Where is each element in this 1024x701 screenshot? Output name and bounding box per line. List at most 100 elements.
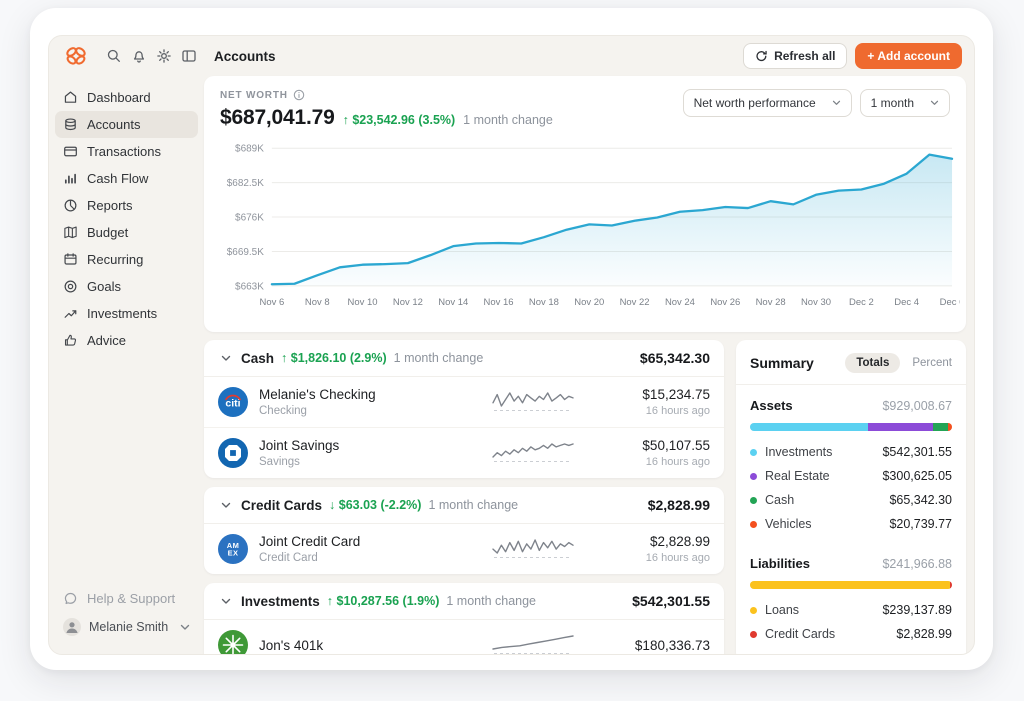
sidebar-item-label: Reports — [87, 198, 133, 213]
section-total: $2,828.99 — [648, 497, 710, 513]
account-row-melanies-checking[interactable]: citi Melanie's Checking Checking $15,234… — [204, 377, 724, 427]
section-change-note: 1 month change — [394, 351, 484, 365]
svg-text:$676K: $676K — [235, 213, 264, 224]
sidebar-item-cash-flow[interactable]: Cash Flow — [55, 165, 198, 192]
performance-dropdown[interactable]: Net worth performance — [683, 89, 852, 117]
net-worth-change: ↑ $23,542.96 (3.5%) — [343, 113, 456, 127]
account-balance: $2,828.99 — [610, 534, 710, 549]
notifications-bell-icon[interactable] — [126, 44, 151, 69]
sidebar-item-advice[interactable]: Advice — [55, 327, 198, 354]
legend-amount: $300,625.05 — [882, 469, 952, 483]
add-account-button[interactable]: + Add account — [855, 43, 962, 69]
assets-allocation-bar — [750, 423, 952, 431]
help-support-link[interactable]: Help & Support — [55, 585, 198, 612]
help-support-label: Help & Support — [87, 591, 175, 606]
sidebar-item-transactions[interactable]: Transactions — [55, 138, 198, 165]
svg-text:Nov 24: Nov 24 — [665, 297, 695, 308]
settings-gear-icon[interactable] — [151, 44, 176, 69]
sidebar-item-label: Budget — [87, 225, 128, 240]
sidebar-panel-icon[interactable] — [176, 44, 201, 69]
main-content: NET WORTH $687,041.79 ↑ $23,542.96 (3.5%… — [204, 76, 974, 654]
monarch-butterfly-logo[interactable] — [63, 45, 89, 67]
account-name: Melanie's Checking — [259, 387, 480, 402]
legend-row-credit-cards[interactable]: Credit Cards $2,828.99 — [750, 622, 952, 646]
legend-row-vehicles[interactable]: Vehicles $20,739.77 — [750, 512, 952, 536]
avatar — [63, 618, 81, 636]
sidebar-item-label: Advice — [87, 333, 126, 348]
legend-row-loans[interactable]: Loans $239,137.89 — [750, 598, 952, 622]
svg-text:Nov 14: Nov 14 — [438, 297, 468, 308]
user-menu[interactable]: Melanie Smith — [55, 612, 198, 642]
legend-row-investments[interactable]: Investments $542,301.55 — [750, 440, 952, 464]
search-icon[interactable] — [101, 44, 126, 69]
section-change-note: 1 month change — [428, 498, 518, 512]
section-name: Cash — [241, 351, 274, 366]
svg-text:Nov 30: Nov 30 — [801, 297, 831, 308]
account-name: Joint Savings — [259, 438, 480, 453]
section-change: ↑ $10,287.56 (1.9%) — [327, 594, 440, 608]
time-range-dropdown[interactable]: 1 month — [860, 89, 950, 117]
credit-cards-section: Credit Cards ↓ $63.03 (-2.2%) 1 month ch… — [204, 487, 724, 574]
citi-logo: citi — [218, 387, 248, 417]
sidebar-item-accounts[interactable]: Accounts — [55, 111, 198, 138]
sidebar-item-label: Dashboard — [87, 90, 151, 105]
sidebar-item-dashboard[interactable]: Dashboard — [55, 84, 198, 111]
sidebar-item-budget[interactable]: Budget — [55, 219, 198, 246]
refresh-icon — [755, 50, 768, 63]
sidebar-item-label: Recurring — [87, 252, 143, 267]
net-worth-section: NET WORTH $687,041.79 ↑ $23,542.96 (3.5%… — [204, 76, 966, 332]
monarch-app: Accounts Refresh all + Add account Dashb… — [48, 35, 975, 655]
account-row-joint-savings[interactable]: Joint Savings Savings $50,107.55 16 hour… — [204, 427, 724, 478]
toggle-percent[interactable]: Percent — [912, 357, 952, 369]
chevron-down-icon — [180, 624, 190, 631]
account-type: Savings — [259, 456, 480, 468]
account-row-jons-401k[interactable]: Jon's 401k $180,336.73 — [204, 620, 724, 655]
account-balance: $180,336.73 — [610, 638, 710, 653]
collapse-chevron-icon[interactable] — [218, 497, 234, 513]
sidebar-item-goals[interactable]: Goals — [55, 273, 198, 300]
home-icon — [63, 90, 78, 105]
account-row-joint-credit-card[interactable]: AMEX Joint Credit Card Credit Card $2,82… — [204, 524, 724, 574]
toggle-totals[interactable]: Totals — [845, 353, 900, 373]
accounts-stack-icon — [63, 117, 78, 132]
legend-row-real-estate[interactable]: Real Estate $300,625.05 — [750, 464, 952, 488]
legend-dot — [750, 473, 757, 480]
svg-text:Nov 12: Nov 12 — [393, 297, 423, 308]
summary-panel: Summary Totals Percent Assets $929,008.6… — [736, 340, 966, 655]
sidebar-item-label: Cash Flow — [87, 171, 148, 186]
svg-text:Dec 4: Dec 4 — [894, 297, 919, 308]
net-worth-change-note: 1 month change — [463, 113, 553, 127]
legend-amount: $20,739.77 — [889, 517, 952, 531]
user-name: Melanie Smith — [89, 620, 168, 634]
liabilities-total: $241,966.88 — [882, 557, 952, 571]
investments-section: Investments ↑ $10,287.56 (1.9%) 1 month … — [204, 583, 724, 655]
sidebar-item-investments[interactable]: Investments — [55, 300, 198, 327]
refresh-all-button[interactable]: Refresh all — [743, 43, 847, 69]
svg-text:Nov 16: Nov 16 — [484, 297, 514, 308]
map-icon — [63, 225, 78, 240]
section-total: $542,301.55 — [632, 593, 710, 609]
sparkline — [491, 632, 575, 655]
sidebar-item-reports[interactable]: Reports — [55, 192, 198, 219]
account-updated: 16 hours ago — [610, 405, 710, 417]
collapse-chevron-icon[interactable] — [218, 593, 234, 609]
topbar: Accounts Refresh all + Add account — [49, 36, 974, 76]
svg-text:Nov 26: Nov 26 — [710, 297, 740, 308]
assets-total: $929,008.67 — [882, 399, 952, 413]
svg-text:Nov 10: Nov 10 — [348, 297, 378, 308]
refresh-all-label: Refresh all — [774, 49, 835, 63]
account-type: Credit Card — [259, 552, 480, 564]
legend-label: Vehicles — [765, 517, 812, 531]
collapse-chevron-icon[interactable] — [218, 350, 234, 366]
sidebar-item-recurring[interactable]: Recurring — [55, 246, 198, 273]
legend-dot — [750, 497, 757, 504]
svg-text:Nov 20: Nov 20 — [574, 297, 604, 308]
legend-amount: $2,828.99 — [896, 627, 952, 641]
sparkline — [491, 440, 575, 466]
legend-label: Cash — [765, 493, 794, 507]
sidebar-item-label: Accounts — [87, 117, 140, 132]
legend-row-cash[interactable]: Cash $65,342.30 — [750, 488, 952, 512]
info-icon[interactable] — [293, 89, 305, 101]
sparkline — [491, 536, 575, 562]
performance-dropdown-value: Net worth performance — [694, 96, 816, 110]
